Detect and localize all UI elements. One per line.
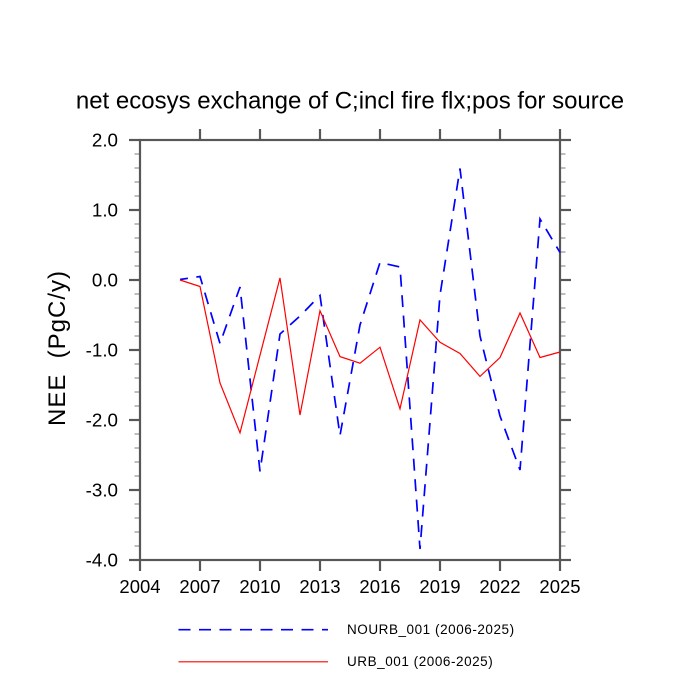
- svg-text:net ecosys exchange of C;incl: net ecosys exchange of C;incl fire flx;p…: [76, 88, 624, 115]
- svg-text:-1.0: -1.0: [86, 340, 118, 361]
- svg-text:2025: 2025: [539, 576, 580, 597]
- svg-text:2013: 2013: [299, 576, 340, 597]
- svg-text:2004: 2004: [119, 576, 160, 597]
- svg-text:URB_001 (2006-2025): URB_001 (2006-2025): [347, 654, 493, 669]
- svg-text:2010: 2010: [239, 576, 280, 597]
- svg-text:-3.0: -3.0: [86, 480, 118, 501]
- svg-text:2019: 2019: [419, 576, 460, 597]
- svg-text:-4.0: -4.0: [86, 550, 118, 571]
- svg-text:2022: 2022: [479, 576, 520, 597]
- svg-text:0.0: 0.0: [92, 270, 118, 291]
- svg-text:NEE (PgC/y): NEE (PgC/y): [44, 270, 71, 426]
- svg-text:NOURB_001 (2006-2025): NOURB_001 (2006-2025): [347, 622, 515, 637]
- svg-text:2016: 2016: [359, 576, 400, 597]
- svg-text:2.0: 2.0: [92, 130, 118, 151]
- svg-text:1.0: 1.0: [92, 200, 118, 221]
- svg-text:-2.0: -2.0: [86, 410, 118, 431]
- svg-text:2007: 2007: [179, 576, 220, 597]
